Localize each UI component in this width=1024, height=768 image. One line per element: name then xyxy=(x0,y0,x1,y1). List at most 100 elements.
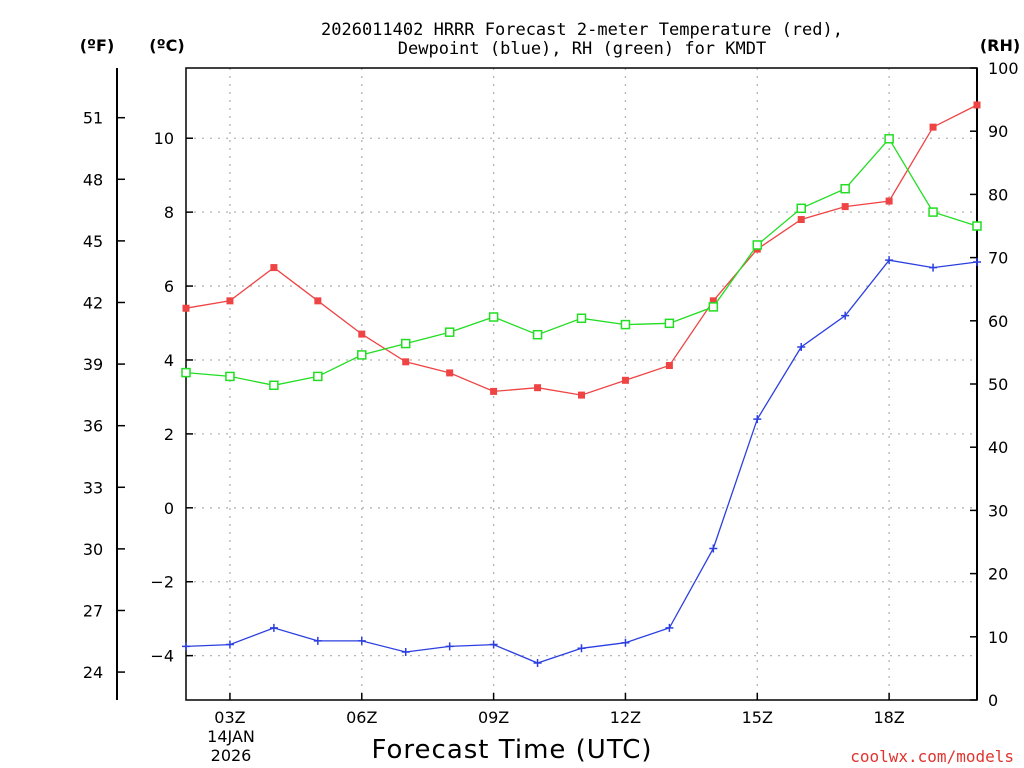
temperature-point xyxy=(358,330,366,338)
temperature-point xyxy=(226,297,234,305)
temperature-point xyxy=(709,297,717,305)
rh-point xyxy=(532,329,543,340)
series-layer xyxy=(181,101,982,668)
rh-tick-label: 90 xyxy=(988,122,1008,141)
rh-point xyxy=(488,312,499,322)
temperature-point xyxy=(182,304,190,312)
dewpoint-point xyxy=(182,642,190,651)
celsius-tick-label: 10 xyxy=(154,129,174,148)
dewpoint-point xyxy=(841,311,850,320)
dewpoint-point xyxy=(533,659,542,668)
celsius-tick-label: 6 xyxy=(164,277,174,296)
rh-point xyxy=(884,134,894,144)
x-tick-label: 03Z xyxy=(214,708,245,727)
rh-point xyxy=(444,327,455,337)
dewpoint-point xyxy=(929,263,938,272)
rh-point xyxy=(620,319,631,330)
rh-tick-label: 20 xyxy=(988,565,1008,584)
rh-point xyxy=(225,371,235,382)
rh-tick-label: 10 xyxy=(988,628,1008,647)
rh-tick-label: 30 xyxy=(988,501,1008,520)
x-tick-label: 15Z xyxy=(742,708,773,727)
temperature-point xyxy=(973,101,981,109)
fahrenheit-tick-label: 48 xyxy=(83,170,103,189)
dewpoint-point xyxy=(269,623,278,632)
dewpoint-point xyxy=(313,636,322,645)
dewpoint-point xyxy=(973,258,981,267)
temperature-point xyxy=(885,197,893,205)
dewpoint-point xyxy=(621,638,630,647)
rh-line xyxy=(185,137,978,386)
rh-point xyxy=(928,207,938,217)
rh-tick-label: 100 xyxy=(988,59,1019,78)
axes-layer xyxy=(116,67,978,701)
date-label-day: 14JAN xyxy=(207,727,255,746)
temperature-point xyxy=(929,123,937,131)
celsius-tick-label: 8 xyxy=(164,203,174,222)
dewpoint-point xyxy=(709,544,718,553)
date-label-year: 2026 xyxy=(211,746,252,765)
rh-point xyxy=(972,221,982,231)
fahrenheit-tick-label: 39 xyxy=(83,355,103,374)
celsius-tick-label: −2 xyxy=(150,573,174,592)
fahrenheit-tick-label: 51 xyxy=(83,109,103,128)
chart-title-line1: 2026011402 HRRR Forecast 2-meter Tempera… xyxy=(321,20,843,40)
dewpoint-point xyxy=(797,343,806,352)
plot-frame xyxy=(185,67,978,701)
dewpoint-point xyxy=(225,640,234,649)
temperature-line xyxy=(185,104,978,396)
celsius-tick-label: 4 xyxy=(164,351,174,370)
temperature-point xyxy=(534,384,542,392)
celsius-tick-label: 2 xyxy=(164,425,174,444)
rh-point xyxy=(181,367,191,378)
temperature-point xyxy=(314,297,322,305)
temperature-point xyxy=(797,216,805,224)
rh-tick-label: 50 xyxy=(988,375,1008,394)
rh-point xyxy=(708,302,719,312)
dewpoint-point xyxy=(577,644,586,653)
dewpoint-point xyxy=(885,256,894,265)
dewpoint-point xyxy=(489,640,498,649)
rh-tick-label: 70 xyxy=(988,249,1008,268)
rh-point xyxy=(576,313,587,324)
rh-point xyxy=(269,380,279,391)
x-tick-label: 09Z xyxy=(478,708,509,727)
rh-tick-label: 80 xyxy=(988,185,1008,204)
rh-point xyxy=(796,203,806,214)
temperature-point xyxy=(621,376,629,384)
rh-tick-label: 60 xyxy=(988,312,1008,331)
fahrenheit-tick-label: 45 xyxy=(83,232,103,251)
tick-labels-layer: 24273033363942454851−4−20246810010203040… xyxy=(83,59,1019,727)
temperature-point xyxy=(841,203,849,211)
temperature-point xyxy=(270,264,278,272)
x-tick-label: 12Z xyxy=(610,708,641,727)
rh-point xyxy=(400,338,411,349)
dewpoint-point xyxy=(665,623,674,632)
dewpoint-point xyxy=(445,642,454,651)
dewpoint-point xyxy=(401,647,410,656)
temperature-point xyxy=(446,369,454,377)
rh-point xyxy=(313,371,323,382)
x-tick-label: 06Z xyxy=(346,708,377,727)
celsius-tick-label: −4 xyxy=(150,647,174,666)
dewpoint-point xyxy=(753,415,762,424)
fahrenheit-tick-label: 42 xyxy=(83,293,103,312)
temperature-point xyxy=(490,387,498,395)
rh-point xyxy=(752,240,763,250)
temperature-point xyxy=(402,358,410,366)
celsius-tick-label: 0 xyxy=(164,499,174,518)
fahrenheit-tick-label: 33 xyxy=(83,478,103,497)
fahrenheit-tick-label: 30 xyxy=(83,540,103,559)
fahrenheit-tick-label: 36 xyxy=(83,417,103,436)
x-tick-label: 18Z xyxy=(873,708,904,727)
rh-tick-label: 0 xyxy=(988,691,998,710)
fahrenheit-tick-label: 24 xyxy=(83,663,103,682)
rh-tick-label: 40 xyxy=(988,438,1008,457)
chart-title-line2: Dewpoint (blue), RH (green) for KMDT xyxy=(398,39,766,59)
rh-point xyxy=(664,318,675,329)
grid-layer xyxy=(186,68,977,700)
rh-point xyxy=(357,350,367,360)
celsius-unit-label: (ºC) xyxy=(149,36,184,55)
fahrenheit-tick-label: 27 xyxy=(83,601,103,620)
